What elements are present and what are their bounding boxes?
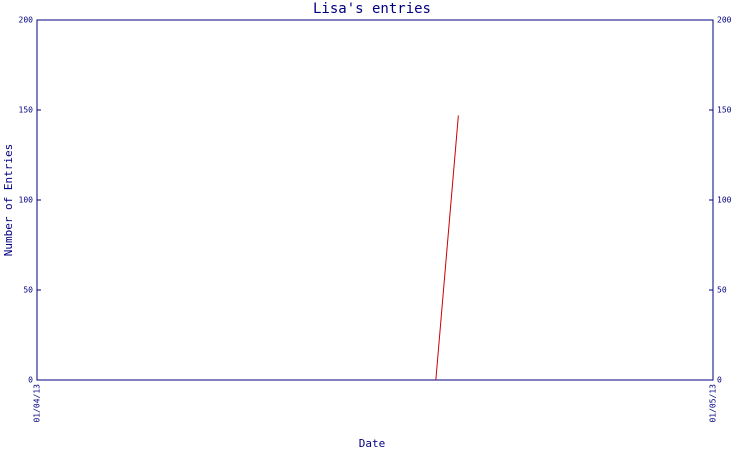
y2-tick-label: 200 [717, 16, 732, 25]
chart-title: Lisa's entries [313, 1, 431, 17]
x-axis-label: Date [359, 437, 386, 450]
x-tick-label: 01/05/13 [709, 384, 718, 423]
y-tick-label: 150 [19, 106, 34, 115]
y2-tick-label: 50 [717, 286, 727, 295]
data-line [435, 115, 459, 381]
y-tick-label: 100 [19, 196, 34, 205]
y-tick-label: 0 [28, 376, 33, 385]
y2-tick-label: 100 [717, 196, 732, 205]
y-tick-label: 50 [23, 286, 33, 295]
y-tick-label: 200 [19, 16, 34, 25]
x-tick-label: 01/04/13 [33, 384, 42, 423]
y-axis-label: Number of Entries [2, 144, 15, 257]
plot-frame [36, 19, 714, 381]
y2-tick-label: 150 [717, 106, 732, 115]
y2-tick-label: 0 [717, 376, 722, 385]
